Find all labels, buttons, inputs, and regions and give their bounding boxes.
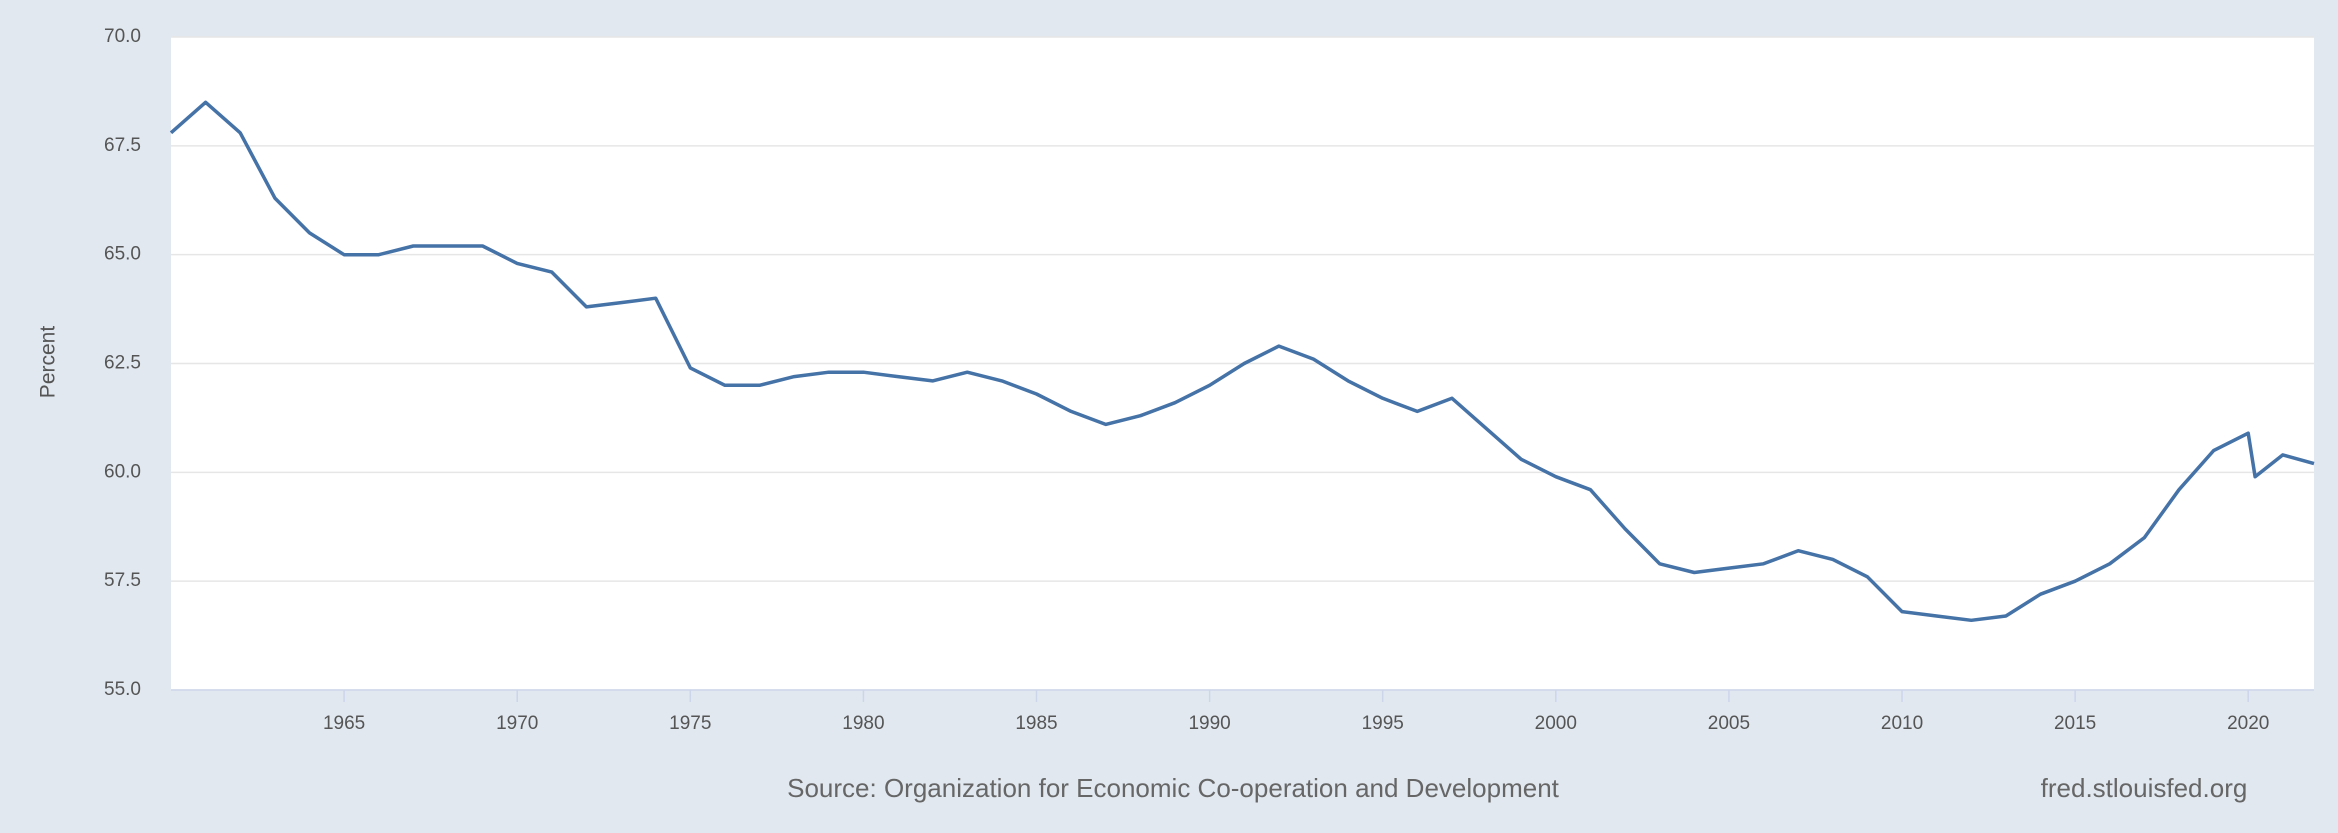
x-tick-label: 2010 (1881, 713, 1923, 734)
watermark: fred.stlouisfed.org (2041, 773, 2248, 803)
x-tick-label: 1970 (496, 713, 538, 734)
x-tick-label: 2000 (1535, 713, 1577, 734)
y-tick-label: 70.0 (104, 26, 141, 47)
x-tick-label: 2020 (2227, 713, 2269, 734)
y-tick-label: 67.5 (104, 135, 141, 156)
x-tick-label: 2015 (2054, 713, 2096, 734)
x-tick-label: 1990 (1188, 713, 1230, 734)
y-axis-label: Percent (37, 326, 60, 399)
x-tick-label: 1965 (323, 713, 365, 734)
y-tick-label: 57.5 (104, 570, 141, 591)
y-tick-label: 62.5 (104, 353, 141, 374)
y-tick-label: 55.0 (104, 679, 141, 700)
x-tick-label: 1975 (669, 713, 711, 734)
y-tick-label: 60.0 (104, 461, 141, 482)
x-tick-label: 1985 (1015, 713, 1057, 734)
y-tick-label: 65.0 (104, 244, 141, 265)
x-tick-label: 1980 (842, 713, 884, 734)
data-line (169, 100, 2315, 623)
x-tick-label: 1995 (1362, 713, 1404, 734)
source: Source: Organization for Economic Co-ope… (787, 773, 1560, 803)
x-tick-label: 2005 (1708, 713, 1750, 734)
